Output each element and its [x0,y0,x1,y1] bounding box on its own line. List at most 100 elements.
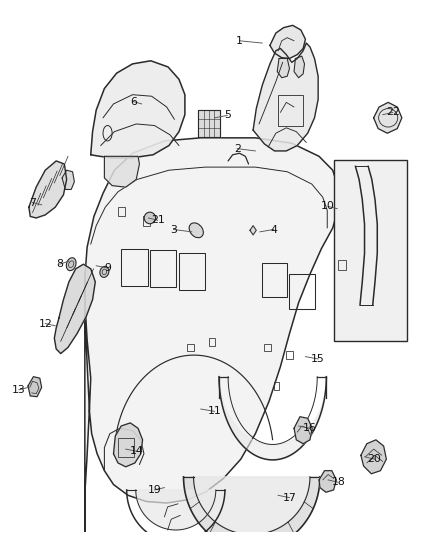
Polygon shape [374,102,402,133]
Bar [286,351,293,359]
Text: 19: 19 [148,485,161,495]
Polygon shape [201,516,210,528]
Polygon shape [309,487,319,492]
Polygon shape [287,521,295,533]
Polygon shape [300,508,309,518]
Text: 20: 20 [367,454,381,464]
Polygon shape [198,513,208,524]
Polygon shape [197,511,206,522]
Text: 17: 17 [283,492,297,503]
Polygon shape [253,43,318,151]
Polygon shape [185,489,195,495]
Polygon shape [189,499,199,507]
Text: 11: 11 [208,406,221,416]
Bar [290,274,314,309]
Ellipse shape [189,223,203,238]
Polygon shape [194,508,204,518]
Polygon shape [309,483,320,487]
Polygon shape [294,56,304,78]
Polygon shape [309,485,319,490]
Polygon shape [279,527,285,533]
Polygon shape [184,487,195,492]
Polygon shape [220,528,227,533]
Polygon shape [207,520,215,533]
Polygon shape [361,440,386,474]
Polygon shape [310,481,320,484]
Polygon shape [304,500,314,509]
Polygon shape [307,491,318,497]
Polygon shape [85,138,338,532]
Polygon shape [277,528,283,533]
Polygon shape [223,529,229,533]
Text: 16: 16 [303,423,317,433]
Polygon shape [250,225,256,235]
Polygon shape [184,483,194,487]
Bar [278,95,303,125]
Polygon shape [195,510,205,520]
Text: 21: 21 [151,215,165,225]
Polygon shape [191,503,201,512]
Polygon shape [186,491,196,497]
Polygon shape [200,514,209,526]
Polygon shape [210,523,218,533]
Text: 2: 2 [234,143,240,154]
Polygon shape [184,479,194,482]
Text: 13: 13 [12,385,26,395]
Polygon shape [286,523,293,533]
Text: 15: 15 [311,354,325,364]
Text: 10: 10 [321,201,335,212]
Polygon shape [104,156,139,187]
Polygon shape [193,506,202,516]
Text: 7: 7 [29,198,36,207]
Text: 8: 8 [57,259,63,269]
Polygon shape [203,518,212,530]
Polygon shape [307,493,317,500]
Polygon shape [187,495,197,502]
Bar [334,160,407,341]
Polygon shape [205,519,213,532]
Polygon shape [308,489,318,495]
Polygon shape [301,506,311,516]
Ellipse shape [100,266,109,277]
Bar [187,344,194,351]
Bar [121,249,148,286]
Polygon shape [218,527,225,533]
Polygon shape [188,497,198,505]
Polygon shape [303,503,313,512]
Ellipse shape [144,212,155,224]
Polygon shape [62,170,74,189]
Polygon shape [275,529,281,533]
Polygon shape [113,423,143,467]
Polygon shape [136,490,216,530]
Bar [209,338,215,346]
Polygon shape [297,511,307,522]
Bar [143,216,150,225]
Polygon shape [282,525,289,533]
Polygon shape [294,417,312,443]
Polygon shape [208,521,216,533]
Bar [118,438,134,457]
Polygon shape [310,477,320,479]
Text: 14: 14 [130,447,144,456]
Text: 1: 1 [236,36,243,46]
Polygon shape [54,264,95,353]
Polygon shape [232,532,237,533]
Polygon shape [186,493,197,500]
Polygon shape [306,497,316,505]
Polygon shape [230,531,234,533]
Polygon shape [216,526,223,533]
Polygon shape [190,500,200,509]
Polygon shape [273,530,279,533]
Polygon shape [299,510,308,520]
Polygon shape [267,532,272,533]
Polygon shape [277,59,290,78]
Bar [265,344,271,351]
Bar [274,382,279,390]
Text: 4: 4 [270,224,277,235]
Polygon shape [302,504,312,514]
Polygon shape [296,513,305,524]
Text: 22: 22 [386,108,399,117]
Polygon shape [29,161,67,218]
Bar [262,263,287,297]
Text: 18: 18 [331,477,345,487]
